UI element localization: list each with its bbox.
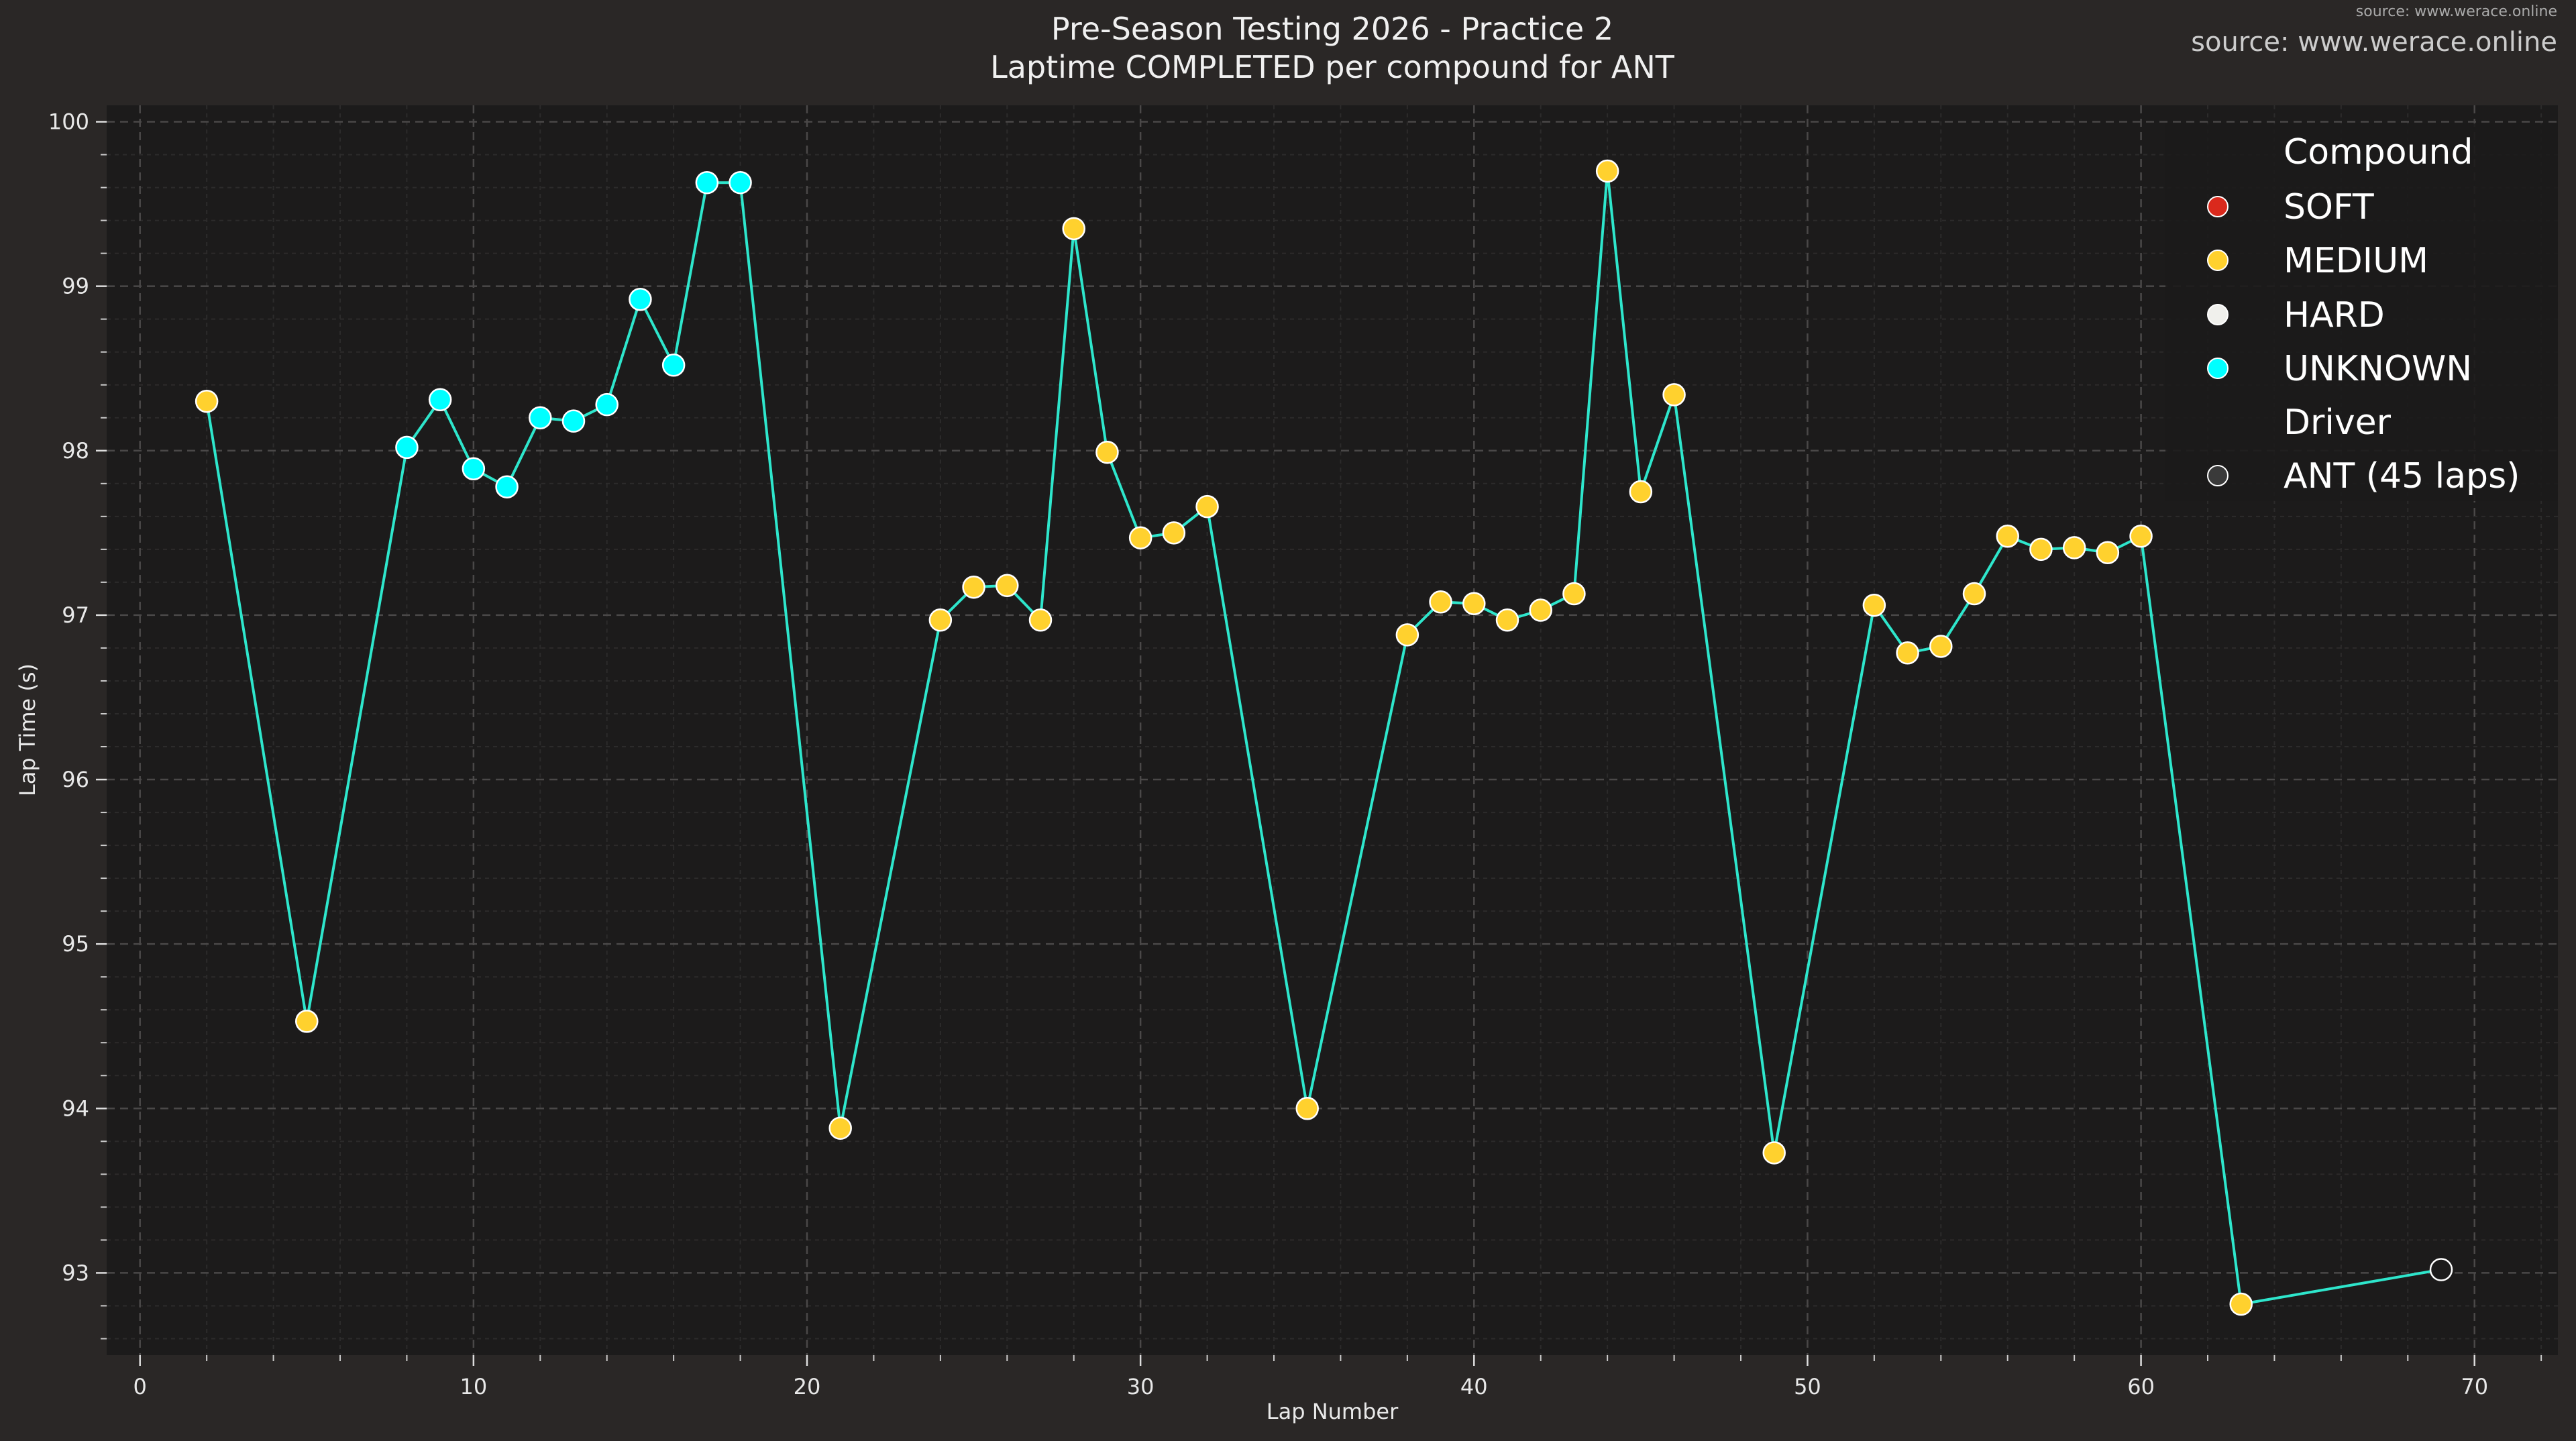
axis-ticks: 0 10 20 30 40 50 60 70 93 94 95 96 97 98 99 100 [48,109,2542,1399]
lap-point-medium [1862,593,1886,617]
lap-point-medium [1162,521,1186,545]
legend-driver-marker [2207,465,2229,486]
legend-unknown-label: UNKNOWN [2284,349,2472,389]
x-tick-label: 40 [1460,1374,1488,1399]
y-tick-label: 95 [62,931,89,957]
lap-point-medium [1962,582,1986,606]
y-tick-label: 96 [62,767,89,792]
y-tick-label: 94 [62,1096,89,1121]
lap-point-medium [1762,1141,1786,1165]
y-tick-label: 97 [62,602,89,628]
lap-point-medium [928,608,953,632]
lap-point-medium [828,1116,852,1140]
lap-point-medium [1495,608,1519,632]
source-watermark: source: www.werace.online [2191,27,2557,58]
y-tick-label: 100 [48,109,89,135]
x-tick-label: 10 [460,1374,487,1399]
lap-point-medium [2029,537,2053,562]
legend-driver-label: ANT (45 laps) [2284,456,2520,496]
lap-point-medium [1595,159,1619,183]
lap-point-unknown [695,170,719,195]
legend-unknown-marker [2207,358,2229,379]
lap-point-unknown [729,170,752,195]
y-axis-label: Lap Time (s) [15,663,40,796]
lap-point-medium [1062,217,1085,241]
lap-point-unknown [395,435,419,460]
lap-point-medium [1395,623,1419,647]
source-watermark-small: source: www.werace.online [2356,3,2557,20]
lap-point-medium [1996,524,2019,548]
lap-point-medium [2062,536,2086,559]
legend-compound-title: Compound [2284,132,2473,172]
lap-point-medium [1529,598,1552,622]
lap-point-unknown [595,392,619,417]
y-tick-label: 98 [62,438,89,464]
legend-medium-marker [2207,250,2229,271]
lap-point-medium [1662,383,1686,407]
lap-point-medium [996,574,1019,598]
lap-point-medium [1295,1097,1319,1120]
lap-point-medium [1896,641,1919,665]
lap-point-medium [1462,592,1486,615]
legend-driver-title: Driver [2284,403,2392,443]
lap-point-unknown [629,288,652,311]
lap-point-medium [1128,526,1152,549]
chart-subtitle: Laptime COMPLETED per compound for ANT [990,49,1675,85]
lap-points [195,159,2453,1316]
lap-point-none [2429,1258,2453,1281]
lap-point-medium [1562,582,1586,606]
x-axis-label: Lap Number [1267,1399,1399,1424]
x-tick-label: 30 [1127,1374,1155,1399]
legend-soft-marker [2207,196,2229,217]
lap-point-medium [1095,440,1119,464]
lap-point-unknown [661,354,686,377]
lap-point-unknown [495,475,519,498]
x-tick-label: 60 [2127,1374,2155,1399]
legend-medium-label: MEDIUM [2284,241,2428,281]
legend-box [2165,123,2558,501]
y-tick-label: 99 [62,274,89,299]
legend-hard-label: HARD [2284,295,2385,335]
lap-point-unknown [529,406,552,429]
legend-soft-label: SOFT [2284,187,2374,227]
legend: Compound SOFT MEDIUM HARD UNKNOWN Driver… [2165,123,2558,501]
x-tick-label: 50 [1794,1374,1821,1399]
lap-point-medium [2096,541,2120,565]
lap-point-medium [295,1010,319,1033]
y-tick-label: 93 [62,1260,89,1285]
x-tick-label: 70 [2461,1374,2488,1399]
lap-point-medium [2129,524,2153,548]
lap-point-unknown [561,409,586,433]
chart-title: Pre-Season Testing 2026 - Practice 2 [1051,11,1613,47]
lap-point-medium [1195,494,1219,519]
lap-point-medium [1429,590,1452,614]
grid [107,105,2558,1355]
lap-point-unknown [428,388,452,412]
legend-hard-marker [2207,304,2229,325]
lap-point-medium [2229,1292,2253,1316]
lap-point-medium [1929,635,1953,658]
x-tick-label: 20 [794,1374,821,1399]
x-tick-label: 0 [133,1374,147,1399]
lap-point-medium [1629,480,1653,504]
lap-point-medium [1028,608,1053,632]
plot-area [107,105,2558,1355]
lap-point-medium [195,389,219,413]
lap-point-unknown [462,457,486,480]
lap-point-medium [962,575,985,599]
